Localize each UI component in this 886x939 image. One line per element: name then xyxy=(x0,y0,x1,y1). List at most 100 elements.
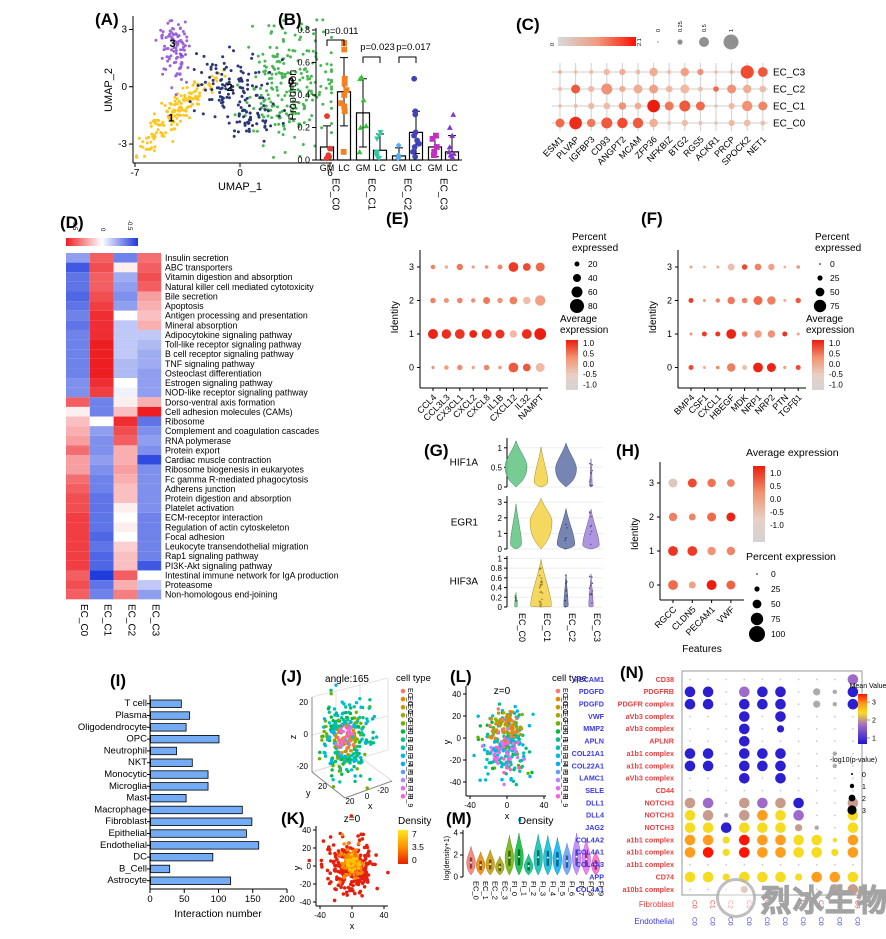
pathway-label: Leukocyte transendothelial migration xyxy=(165,542,308,552)
svg-text:-1.0: -1.0 xyxy=(583,381,597,390)
row-label: EC_C1 xyxy=(773,102,806,113)
group-label: EC_C3 xyxy=(438,178,449,211)
svg-text:LC: LC xyxy=(446,163,458,173)
svg-text:-0.5: -0.5 xyxy=(583,370,597,379)
svg-text:0: 0 xyxy=(304,730,309,739)
svg-text:-40: -40 xyxy=(449,778,461,787)
svg-text:2: 2 xyxy=(862,796,866,803)
svg-text:75: 75 xyxy=(830,301,840,311)
svg-text:1: 1 xyxy=(498,529,503,538)
svg-text:3: 3 xyxy=(409,262,414,272)
svg-text:GM: GM xyxy=(356,163,371,173)
svg-text:x: x xyxy=(350,921,355,931)
legend-item: FI_6 xyxy=(406,769,413,783)
svg-text:z: z xyxy=(288,734,298,739)
svg-text:Identity: Identity xyxy=(390,301,401,333)
receptor-label: NOTCH3 xyxy=(644,823,674,832)
legend-item: EC_3 xyxy=(561,712,568,730)
ligand-label: PECAM1 xyxy=(574,675,604,684)
svg-text:C0: C0 xyxy=(799,917,806,926)
row-label: EC_C0 xyxy=(773,119,806,130)
svg-text:-20: -20 xyxy=(296,762,308,771)
svg-text:1: 1 xyxy=(168,112,174,124)
svg-text:C9: C9 xyxy=(853,900,860,909)
pathway-label: Proteasome xyxy=(165,580,213,590)
legend-item: EC_1 xyxy=(561,696,568,714)
row-label: EC_C2 xyxy=(773,85,806,96)
legend-item: FI_3 xyxy=(561,745,568,759)
svg-text:1.0: 1.0 xyxy=(829,339,841,348)
svg-text:3: 3 xyxy=(498,498,503,507)
legend-item: FI_2 xyxy=(406,737,413,751)
svg-text:0: 0 xyxy=(147,894,152,905)
svg-text:Percent expression: Percent expression xyxy=(746,551,836,563)
svg-text:C0: C0 xyxy=(817,917,824,926)
category-label: Astrocyte xyxy=(107,875,147,886)
svg-text:20: 20 xyxy=(588,259,598,269)
svg-text:40: 40 xyxy=(452,690,461,699)
group-label: EC_C2 xyxy=(402,178,413,211)
plot-title: z=0 xyxy=(344,814,361,825)
svg-text:0: 0 xyxy=(862,772,866,779)
category-label: B_Cell xyxy=(119,863,147,874)
svg-text:0.6: 0.6 xyxy=(297,58,310,68)
svg-text:0.0: 0.0 xyxy=(829,360,841,369)
legend-item: FI_2 xyxy=(561,737,568,751)
panel-j-label: (J) xyxy=(281,667,302,686)
ligand-label: COL22A1 xyxy=(572,761,604,770)
pathway-label: Osteoclast differentiation xyxy=(165,368,262,378)
svg-text:20: 20 xyxy=(346,797,355,806)
ligand-label: SELE xyxy=(585,786,604,795)
svg-text:100: 100 xyxy=(211,894,227,905)
receptor-label: NOTCH3 xyxy=(644,811,674,820)
group-label: EC_C1 xyxy=(366,178,377,211)
svg-text:1.0: 1.0 xyxy=(770,469,782,478)
pathway-label: Intestinal immune network for IgA produc… xyxy=(165,570,339,580)
svg-text:3: 3 xyxy=(121,24,127,35)
svg-text:0: 0 xyxy=(307,862,312,871)
svg-text:1: 1 xyxy=(872,736,876,743)
gene-label: EGR1 xyxy=(451,518,479,529)
legend-item: FI_8 xyxy=(406,785,413,799)
proportion-label: Proportion xyxy=(287,70,299,121)
pathway-label: ABC transporters xyxy=(165,263,233,273)
svg-text:0: 0 xyxy=(656,29,662,32)
pathway-label: Adherens junction xyxy=(165,484,236,494)
svg-text:50: 50 xyxy=(830,287,840,297)
svg-text:40: 40 xyxy=(302,826,311,835)
svg-text:0.25: 0.25 xyxy=(678,21,684,32)
pathway-label: Fc gamma R-mediated phagocytosis xyxy=(165,474,309,484)
svg-text:0.2: 0.2 xyxy=(297,123,310,133)
panel-f-dotplot: (F)3210IdentityBMP4CSF1CXCL1HBEGFMDKNRP1… xyxy=(641,209,861,421)
legend-item: FI_5 xyxy=(406,761,413,775)
plot-title: Density xyxy=(518,815,554,827)
ligand-label: JAG2 xyxy=(585,823,604,832)
svg-text:2: 2 xyxy=(649,512,654,522)
svg-text:0: 0 xyxy=(498,483,503,492)
svg-text:3: 3 xyxy=(862,808,866,815)
svg-text:2: 2 xyxy=(498,514,503,523)
ligand-label: COL21A1 xyxy=(572,749,604,758)
panel-k-label: (K) xyxy=(281,809,305,828)
svg-text:-40: -40 xyxy=(464,801,476,810)
svg-text:0: 0 xyxy=(457,734,462,743)
legend-item: FI_4 xyxy=(406,753,413,767)
svg-text:expressed: expressed xyxy=(572,243,618,254)
gene-label: HIF3A xyxy=(450,577,479,588)
svg-text:C3: C3 xyxy=(745,900,752,909)
ligand-label: DLL1 xyxy=(586,798,604,807)
svg-text:25: 25 xyxy=(771,584,781,594)
svg-text:0: 0 xyxy=(830,259,835,269)
category-label: FI_9 xyxy=(596,881,605,896)
svg-text:0.4: 0.4 xyxy=(297,90,310,100)
svg-text:0.2: 0.2 xyxy=(491,593,503,602)
panel-a-label: (A) xyxy=(95,10,119,29)
row-label: EC_C3 xyxy=(773,68,806,79)
pathway-label: TNF signaling pathway xyxy=(165,359,255,369)
svg-text:C5: C5 xyxy=(781,900,788,909)
receptor-label: a1b1 complex xyxy=(626,835,674,844)
ligand-label: COL4A1 xyxy=(576,848,604,857)
